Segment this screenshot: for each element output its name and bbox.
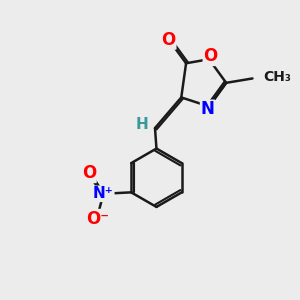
Text: O: O xyxy=(161,31,176,49)
Text: N: N xyxy=(201,100,214,118)
Text: CH₃: CH₃ xyxy=(264,70,291,84)
Text: O: O xyxy=(82,164,96,182)
Text: O: O xyxy=(203,47,218,65)
Text: H: H xyxy=(136,117,148,132)
Text: O⁻: O⁻ xyxy=(86,210,109,228)
Text: N⁺: N⁺ xyxy=(93,186,114,201)
